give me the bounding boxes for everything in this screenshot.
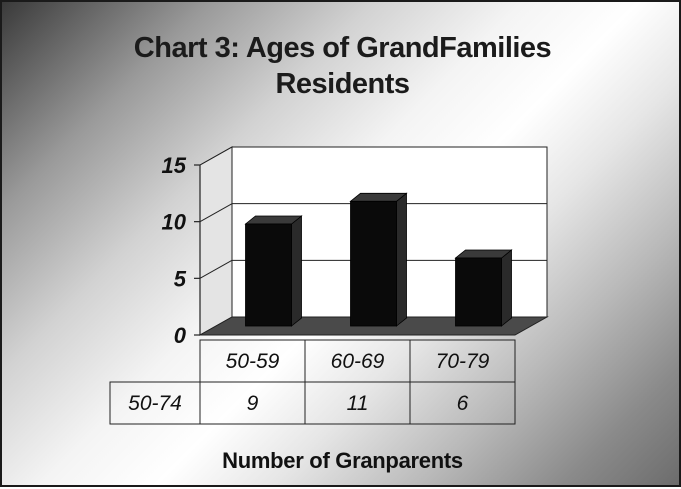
y-tick-label: 10	[162, 210, 187, 235]
bar-side	[396, 192, 407, 327]
bar-front	[245, 223, 292, 327]
bar-top	[244, 215, 303, 225]
x-category-label: 50-59	[226, 350, 280, 373]
y-axis-ticks: 0 5 10 15	[162, 153, 201, 348]
bar-top	[454, 249, 513, 259]
bar-top	[349, 192, 408, 202]
data-value-label: 6	[457, 392, 469, 415]
gridline-side	[199, 259, 233, 279]
gridline-side	[199, 203, 233, 223]
data-table: 50-59 60-69 70-79 50-74 9 11 6	[109, 339, 516, 425]
data-value-label: 9	[247, 392, 259, 415]
chart-title: Chart 3: Ages of GrandFamilies Residents	[2, 30, 681, 102]
y-tick-label: 15	[162, 153, 187, 178]
table-data-row	[109, 381, 516, 425]
chart-title-line-1: Chart 3: Ages of GrandFamilies	[133, 32, 552, 64]
bar-side	[501, 249, 512, 327]
x-axis-label: Number of Granparents	[222, 448, 463, 473]
plot-side-wall	[199, 146, 233, 336]
bar	[454, 249, 513, 327]
chart-title-line-2: Residents	[275, 68, 410, 100]
bars-layer	[244, 192, 513, 327]
bar-front	[455, 257, 502, 327]
x-category-label: 70-79	[436, 350, 490, 373]
x-category-label: 60-69	[331, 350, 385, 373]
data-value-label: 11	[347, 392, 369, 415]
y-tick-label: 0	[174, 323, 187, 348]
bar-front	[350, 200, 397, 327]
series-label: 50-74	[128, 392, 182, 415]
bar	[244, 215, 303, 327]
bar	[349, 192, 408, 327]
bar-side	[291, 215, 302, 327]
y-tick-label: 5	[174, 266, 187, 291]
gridline-side	[199, 146, 233, 166]
